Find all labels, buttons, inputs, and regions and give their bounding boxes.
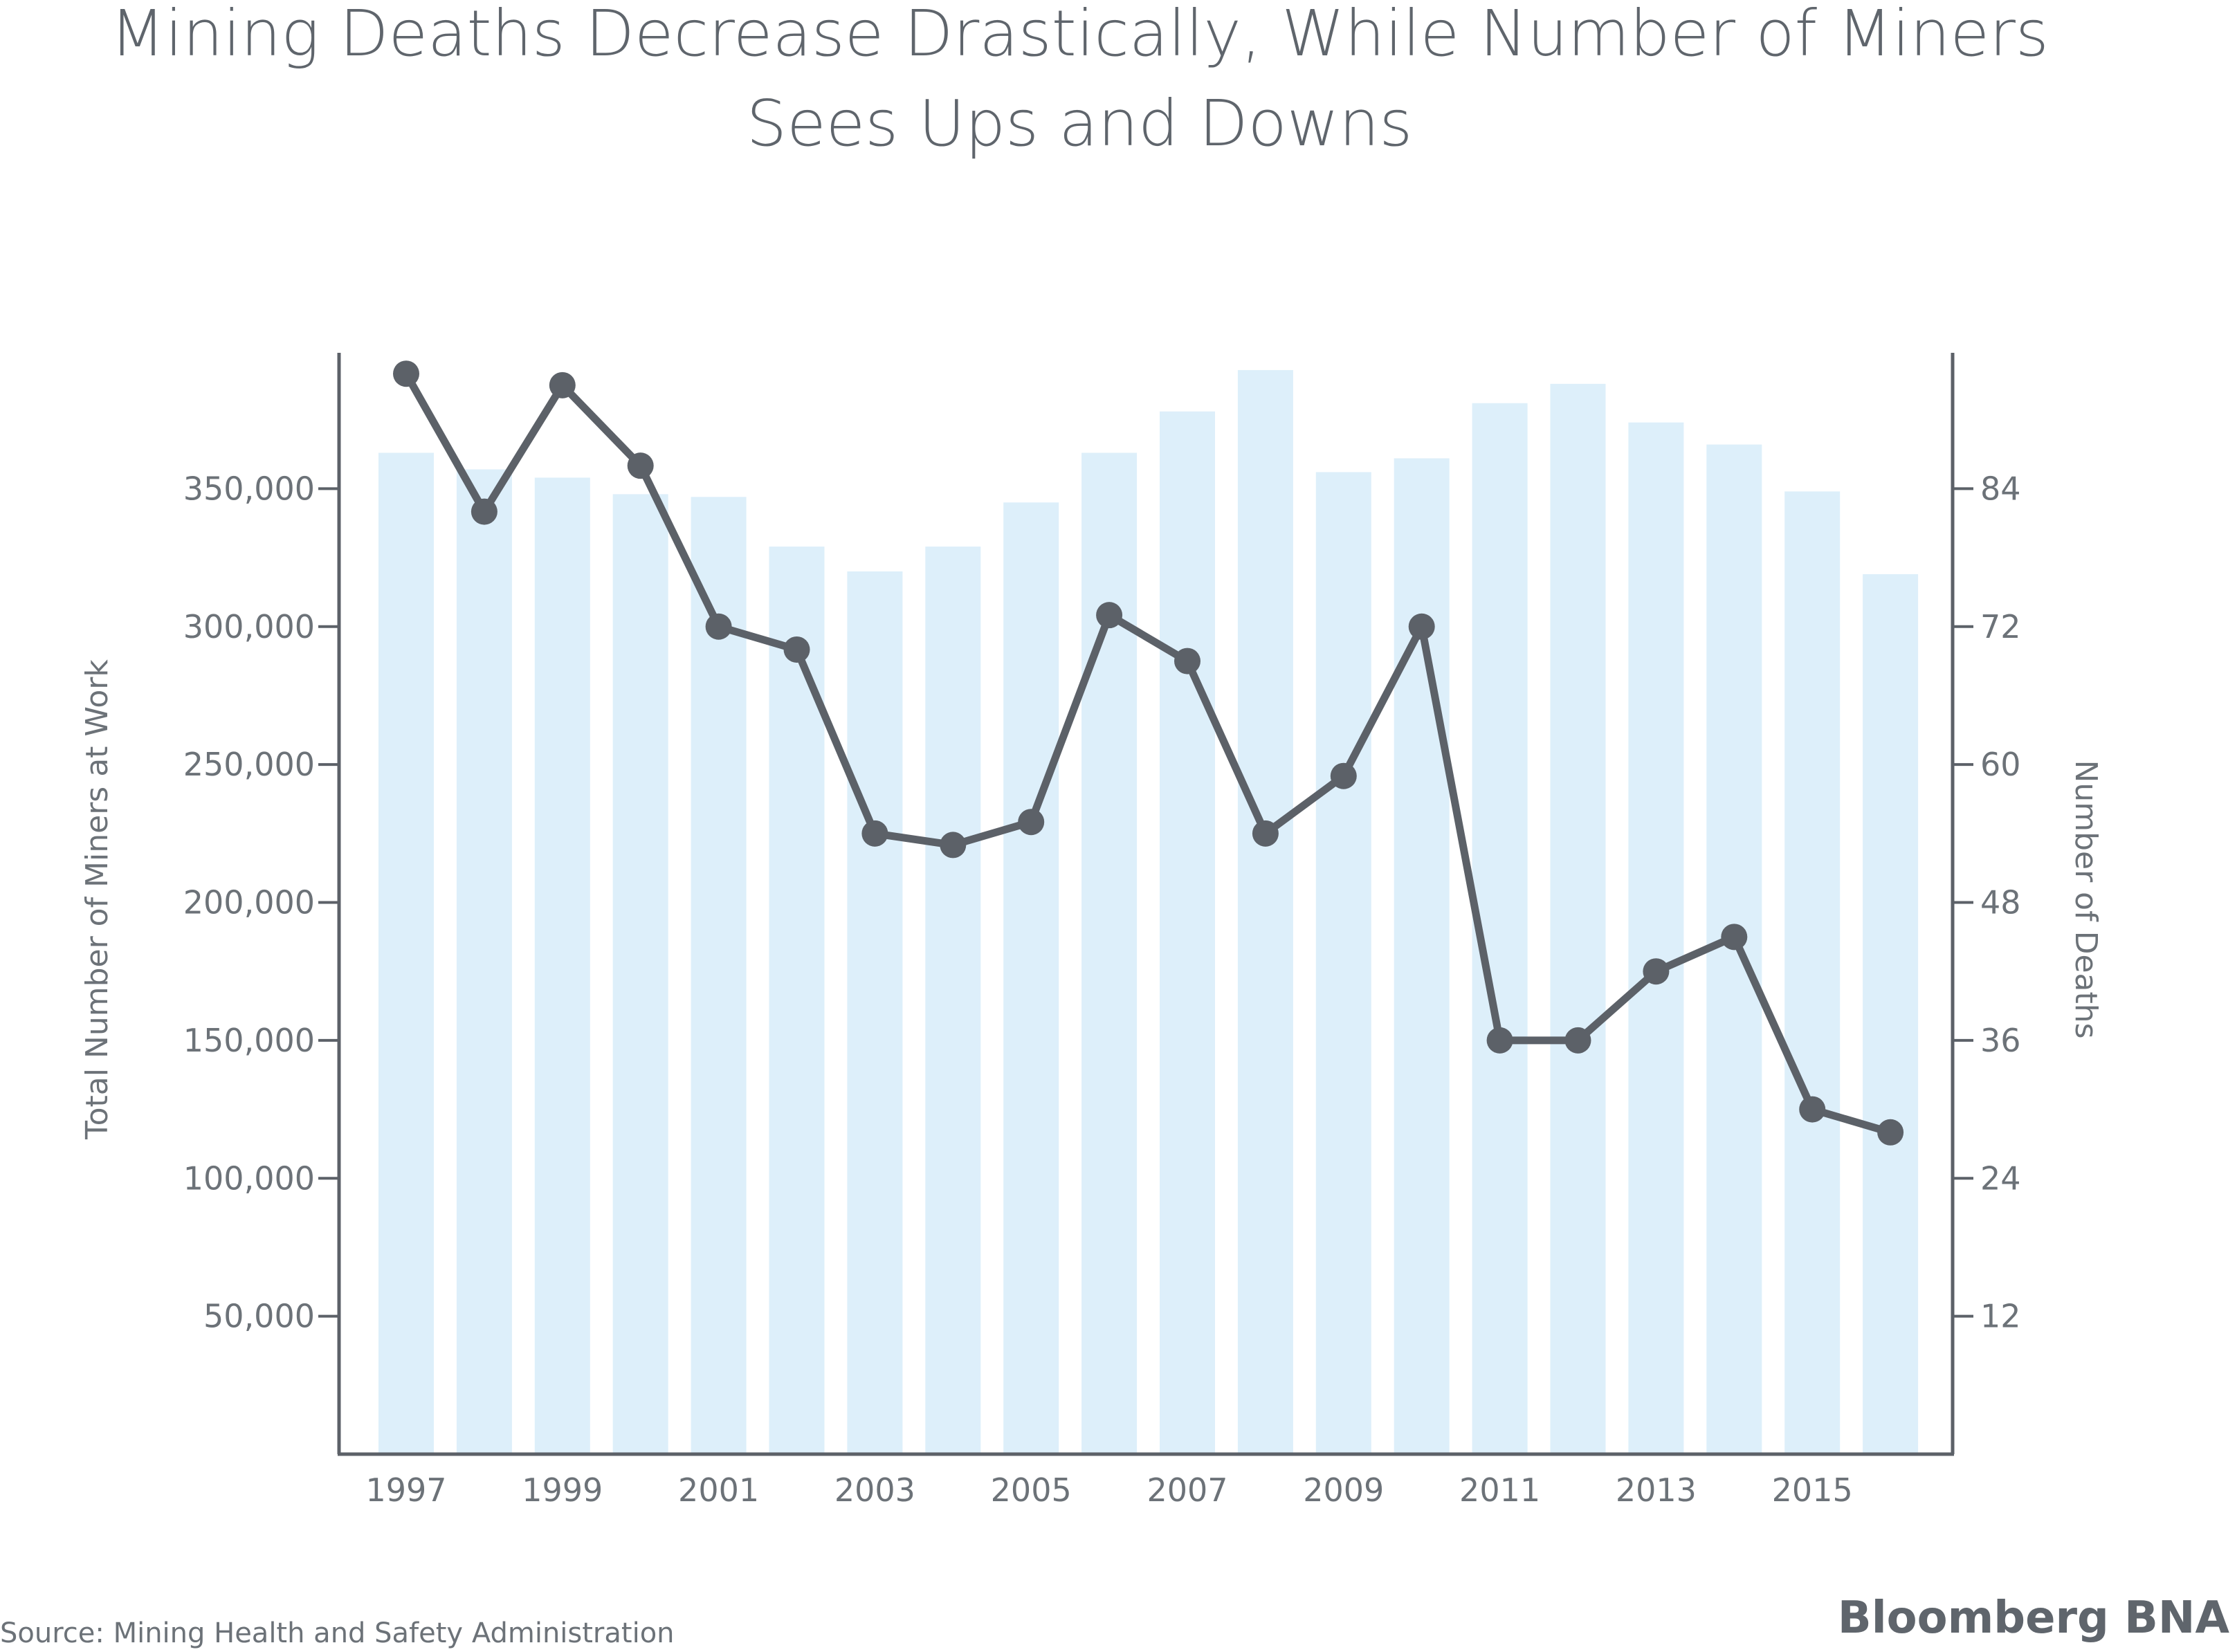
bar-2007 — [1160, 411, 1215, 1454]
deaths-point-1997 — [393, 360, 419, 387]
bar-2009 — [1315, 472, 1371, 1455]
deaths-point-2013 — [1643, 958, 1670, 985]
right-tick-label: 84 — [1980, 470, 2021, 507]
deaths-point-2006 — [1096, 602, 1123, 629]
deaths-point-1998 — [471, 498, 497, 525]
axes — [318, 353, 1973, 1456]
deaths-line — [402, 369, 1894, 1137]
x-tick-label: 2009 — [1303, 1471, 1384, 1509]
x-tick-label: 1999 — [522, 1471, 603, 1509]
brand-logo: Bloomberg BNA — [1838, 1593, 2230, 1644]
right-tick-label: 60 — [1980, 746, 2021, 783]
right-tick-label: 12 — [1980, 1298, 2021, 1335]
bar-2003 — [847, 571, 903, 1454]
bar-series — [378, 369, 1919, 1455]
x-tick-label: 2007 — [1147, 1471, 1227, 1509]
bar-2000 — [612, 494, 668, 1454]
tick-labels: 50,000 100,000 150,000 200,000 250,000 300,00… — [183, 470, 2021, 1509]
x-tick-label: 2013 — [1616, 1471, 1697, 1509]
right-tick-label: 24 — [1980, 1159, 2021, 1197]
right-tick-label: 72 — [1980, 608, 2021, 645]
deaths-point-2004 — [940, 832, 967, 859]
chart-title-line-2: Sees Ups and Downs — [747, 86, 1413, 160]
x-tick-label: 2005 — [991, 1471, 1072, 1509]
left-tick-label: 100,000 — [183, 1159, 315, 1197]
right-tick-label: 48 — [1980, 884, 2021, 921]
source-note: Source: Mining Health and Safety Adminis… — [0, 1617, 675, 1649]
left-tick-label: 300,000 — [183, 608, 315, 645]
deaths-point-2000 — [627, 452, 654, 479]
bar-1999 — [534, 477, 590, 1454]
deaths-point-2001 — [705, 613, 732, 640]
deaths-point-2007 — [1174, 648, 1200, 674]
left-tick-label: 150,000 — [183, 1022, 315, 1059]
left-axis-title: Total Number of Miners at Work — [80, 659, 115, 1140]
deaths-point-1999 — [549, 371, 576, 398]
x-tick-label: 1997 — [365, 1471, 446, 1509]
deaths-point-2012 — [1564, 1027, 1591, 1054]
bar-2008 — [1237, 369, 1293, 1454]
bar-2004 — [925, 547, 981, 1454]
bar-2015 — [1784, 491, 1841, 1454]
deaths-point-2002 — [783, 636, 810, 663]
chart-title-line-1: Mining Deaths Decrease Drastically, Whil… — [110, 0, 2049, 71]
deaths-point-2005 — [1018, 809, 1045, 836]
x-tick-label: 2003 — [834, 1471, 915, 1509]
deaths-point-2008 — [1252, 820, 1279, 847]
x-tick-label: 2011 — [1459, 1471, 1540, 1509]
bar-2001 — [691, 497, 747, 1454]
deaths-point-2016 — [1877, 1119, 1904, 1146]
left-tick-label: 350,000 — [183, 470, 315, 507]
right-axis-title: Number of Deaths — [2068, 760, 2103, 1038]
deaths-point-2014 — [1721, 924, 1748, 951]
deaths-point-2003 — [861, 820, 888, 847]
deaths-point-2015 — [1799, 1096, 1826, 1123]
deaths-point-2010 — [1408, 613, 1435, 640]
x-tick-label: 2015 — [1772, 1471, 1853, 1509]
left-tick-label: 50,000 — [203, 1298, 315, 1335]
bar-2013 — [1628, 422, 1684, 1454]
left-tick-label: 200,000 — [183, 884, 315, 921]
right-tick-label: 36 — [1980, 1022, 2021, 1059]
bar-2012 — [1550, 383, 1606, 1454]
bar-1998 — [456, 469, 512, 1454]
deaths-point-2011 — [1486, 1027, 1513, 1054]
x-tick-label: 2001 — [678, 1471, 759, 1509]
bar-2016 — [1863, 573, 1919, 1454]
line-series — [393, 360, 1904, 1146]
bar-2010 — [1394, 458, 1450, 1455]
deaths-point-2009 — [1330, 762, 1357, 789]
left-tick-label: 250,000 — [183, 746, 315, 783]
bar-1997 — [378, 452, 434, 1454]
bar-2002 — [769, 547, 825, 1454]
bar-2005 — [1003, 502, 1059, 1454]
